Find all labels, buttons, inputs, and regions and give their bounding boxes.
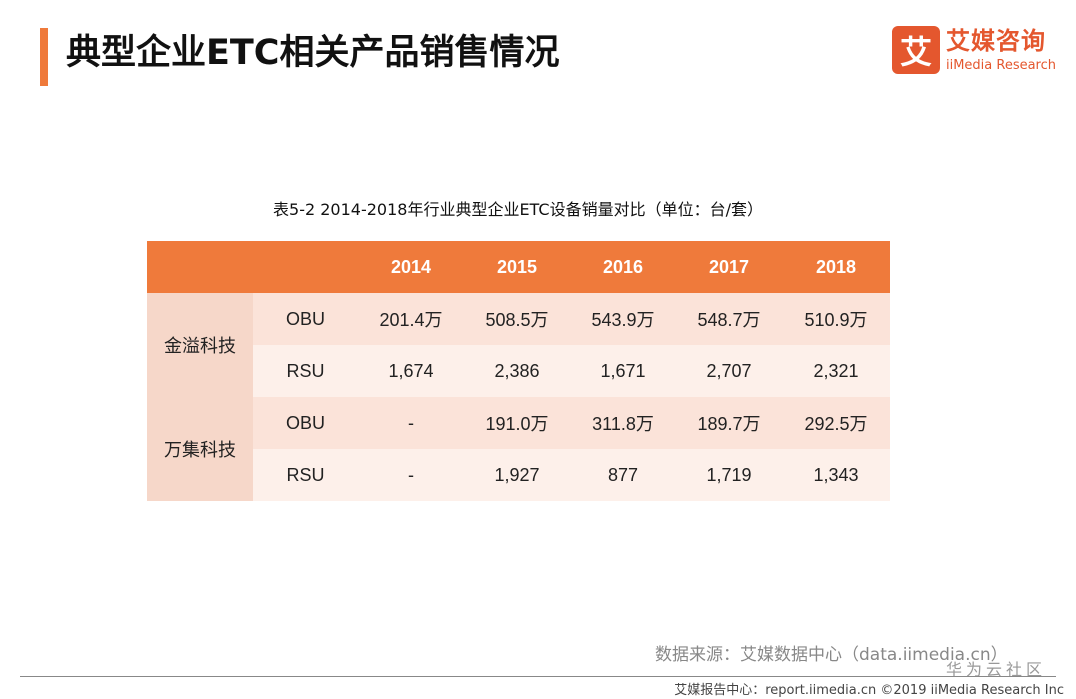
value-cell: - — [358, 449, 464, 501]
value-cell: 508.5万 — [464, 293, 570, 345]
value-cell: 191.0万 — [464, 397, 570, 449]
value-cell: 548.7万 — [676, 293, 782, 345]
sales-comparison-table: 2014 2015 2016 2017 2018 金溢科技 OBU 201.4万… — [147, 241, 890, 501]
value-cell: 201.4万 — [358, 293, 464, 345]
value-cell: 2,321 — [782, 345, 890, 397]
value-cell: 543.9万 — [570, 293, 676, 345]
value-cell: 877 — [570, 449, 676, 501]
company-cell: 金溢科技 — [147, 293, 253, 397]
header-cell-2016: 2016 — [570, 241, 676, 293]
value-cell: - — [358, 397, 464, 449]
table-row: RSU 1,674 2,386 1,671 2,707 2,321 — [147, 345, 890, 397]
product-cell: OBU — [253, 397, 358, 449]
table-header-row: 2014 2015 2016 2017 2018 — [147, 241, 890, 293]
value-cell: 311.8万 — [570, 397, 676, 449]
logo-text: 艾媒咨询 iiMedia Research — [946, 29, 1056, 72]
value-cell: 1,719 — [676, 449, 782, 501]
value-cell: 2,386 — [464, 345, 570, 397]
company-cell: 万集科技 — [147, 397, 253, 501]
footer-divider — [20, 676, 1056, 677]
header-cell-2017: 2017 — [676, 241, 782, 293]
watermark-text: 华为云社区 — [945, 660, 1046, 679]
value-cell: 1,927 — [464, 449, 570, 501]
table-row: RSU - 1,927 877 1,719 1,343 — [147, 449, 890, 501]
page-title: 典型企业ETC相关产品销售情况 — [66, 33, 560, 73]
value-cell: 1,674 — [358, 345, 464, 397]
value-cell: 292.5万 — [782, 397, 890, 449]
header-cell-2015: 2015 — [464, 241, 570, 293]
value-cell: 189.7万 — [676, 397, 782, 449]
title-accent-bar — [40, 28, 48, 86]
table-row: 金溢科技 OBU 201.4万 508.5万 543.9万 548.7万 510… — [147, 293, 890, 397]
brand-logo: 艾 艾媒咨询 iiMedia Research — [891, 26, 1056, 74]
footer-text: 艾媒报告中心：report.iimedia.cn ©2019 iiMedia R… — [674, 683, 1064, 698]
value-cell: 2,707 — [676, 345, 782, 397]
value-cell: 510.9万 — [782, 293, 890, 345]
header-cell-product — [253, 241, 358, 293]
value-cell: 1,343 — [782, 449, 890, 501]
value-cell: 1,671 — [570, 345, 676, 397]
product-cell: RSU — [253, 449, 358, 501]
logo-en-text: iiMedia Research — [945, 57, 1056, 73]
table-caption: 表5-2 2014-2018年行业典型企业ETC设备销量对比（单位：台/套） — [273, 200, 763, 219]
product-cell: OBU — [253, 293, 358, 345]
header-cell-2018: 2018 — [782, 241, 890, 293]
header-cell-company — [147, 241, 253, 293]
data-source-note: 数据来源：艾媒数据中心（data.iimedia.cn） — [655, 645, 1008, 665]
table-row: 万集科技 OBU - 191.0万 311.8万 189.7万 292.5万 — [147, 397, 890, 501]
logo-cn-text: 艾媒咨询 — [945, 26, 1046, 55]
product-cell: RSU — [253, 345, 358, 397]
header-cell-2014: 2014 — [358, 241, 464, 293]
logo-mark-icon: 艾 — [891, 26, 940, 74]
